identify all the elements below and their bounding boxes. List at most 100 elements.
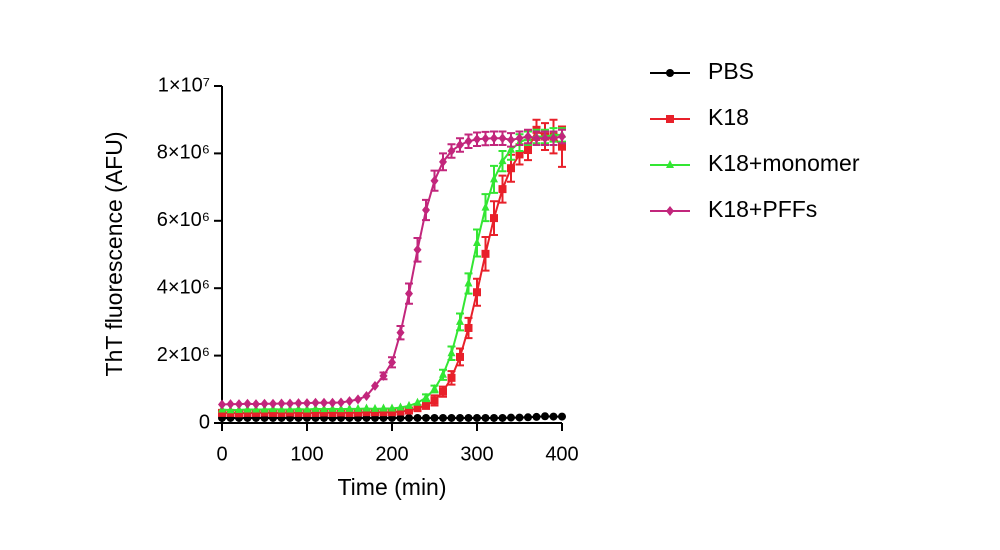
data-point bbox=[303, 408, 311, 417]
data-point bbox=[413, 413, 422, 422]
data-point bbox=[490, 174, 498, 183]
data-point bbox=[447, 413, 456, 422]
data-point bbox=[379, 403, 388, 412]
data-point bbox=[464, 136, 473, 147]
data-point bbox=[379, 408, 388, 417]
data-point bbox=[218, 399, 226, 410]
data-point bbox=[371, 380, 379, 391]
data-point bbox=[422, 392, 430, 401]
data-point bbox=[473, 238, 481, 247]
data-point bbox=[541, 133, 549, 144]
data-point bbox=[396, 327, 405, 338]
data-point bbox=[252, 399, 260, 410]
data-point bbox=[498, 185, 507, 194]
data-point bbox=[388, 357, 396, 368]
data-point bbox=[277, 408, 286, 417]
data-point bbox=[337, 404, 345, 413]
data-point bbox=[371, 408, 379, 417]
data-point bbox=[311, 397, 320, 408]
data-point bbox=[294, 404, 303, 413]
data-point bbox=[311, 408, 320, 417]
data-point bbox=[303, 398, 311, 409]
data-point bbox=[532, 133, 541, 144]
x-axis-title: Time (min) bbox=[337, 474, 446, 500]
data-point bbox=[430, 175, 439, 186]
data-point bbox=[490, 413, 498, 422]
data-point bbox=[456, 413, 464, 422]
data-point bbox=[405, 288, 413, 299]
legend-marker bbox=[666, 115, 674, 123]
data-point bbox=[260, 408, 269, 417]
data-point bbox=[226, 405, 235, 414]
data-point bbox=[362, 403, 371, 412]
data-point bbox=[413, 404, 422, 413]
data-point bbox=[464, 323, 473, 332]
data-point bbox=[294, 408, 303, 417]
data-point bbox=[447, 146, 456, 157]
data-point bbox=[507, 164, 515, 173]
legend-label: K18 bbox=[708, 104, 749, 130]
data-point bbox=[456, 139, 464, 150]
data-point bbox=[558, 142, 566, 151]
data-point bbox=[430, 396, 439, 405]
data-point bbox=[252, 408, 260, 417]
data-point bbox=[507, 413, 515, 422]
data-point bbox=[490, 133, 498, 144]
data-point bbox=[558, 131, 566, 142]
data-point bbox=[456, 316, 464, 325]
data-point bbox=[507, 144, 515, 153]
data-point bbox=[286, 404, 294, 413]
legend-marker bbox=[666, 206, 674, 216]
data-point bbox=[311, 403, 320, 412]
legend-marker bbox=[666, 69, 674, 77]
data-point bbox=[430, 383, 439, 392]
data-point bbox=[464, 278, 473, 287]
y-tick-label: 8×10⁶ bbox=[157, 142, 210, 164]
data-point bbox=[515, 413, 524, 422]
data-point bbox=[396, 407, 405, 416]
data-point bbox=[345, 396, 354, 407]
data-point bbox=[481, 133, 490, 144]
data-point bbox=[558, 412, 566, 421]
data-point bbox=[320, 397, 328, 408]
data-point bbox=[294, 398, 303, 409]
data-point bbox=[549, 412, 558, 421]
y-tick-label: 2×10⁶ bbox=[157, 344, 210, 366]
x-tick-label: 100 bbox=[290, 443, 323, 465]
data-point bbox=[439, 387, 447, 396]
data-point bbox=[515, 133, 524, 144]
data-point bbox=[413, 397, 422, 406]
data-point bbox=[286, 408, 294, 417]
data-point bbox=[235, 409, 243, 418]
data-point bbox=[447, 373, 456, 382]
data-point bbox=[447, 348, 456, 357]
legend-marker bbox=[666, 160, 674, 168]
data-point bbox=[396, 402, 405, 411]
data-point bbox=[498, 413, 507, 422]
y-tick-label: 6×10⁶ bbox=[157, 209, 210, 231]
data-point bbox=[464, 413, 473, 422]
data-point bbox=[354, 408, 362, 417]
data-point bbox=[524, 146, 532, 155]
y-tick-label: 1×10⁷ bbox=[158, 74, 210, 96]
x-tick-label: 200 bbox=[375, 443, 408, 465]
data-point bbox=[524, 413, 532, 422]
data-point bbox=[422, 205, 430, 216]
data-point bbox=[328, 397, 337, 408]
data-point bbox=[388, 408, 396, 417]
data-point bbox=[303, 404, 311, 413]
data-point bbox=[345, 403, 354, 412]
data-point bbox=[277, 398, 286, 409]
data-point bbox=[549, 133, 558, 144]
x-tick-label: 400 bbox=[545, 443, 578, 465]
data-point bbox=[286, 398, 294, 409]
data-point bbox=[260, 398, 269, 409]
data-point bbox=[405, 406, 413, 415]
data-point bbox=[277, 404, 286, 413]
data-point bbox=[371, 403, 379, 412]
data-point bbox=[337, 397, 345, 408]
data-point bbox=[439, 369, 447, 378]
data-point bbox=[490, 214, 498, 223]
y-axis-title: ThT fluorescence (AFU) bbox=[101, 132, 127, 377]
